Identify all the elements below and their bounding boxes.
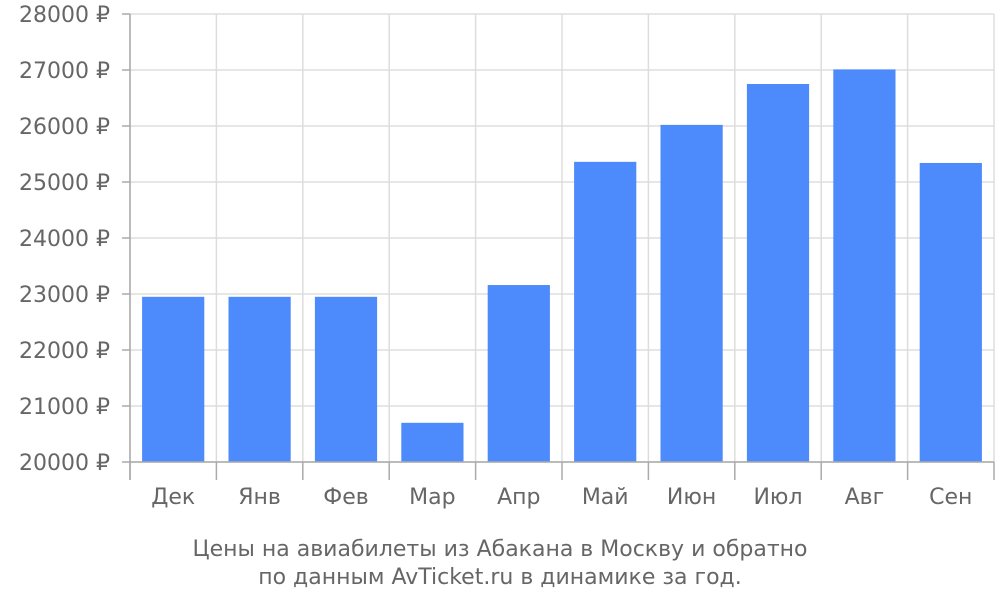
- bar-6: [574, 161, 637, 462]
- y-tick-labels: 20000 ₽ 21000 ₽ 22000 ₽ 23000 ₽ 24000 ₽ 25000…: [19, 3, 110, 476]
- x-tick-label: Авг: [845, 485, 885, 510]
- bar-1: [142, 296, 205, 462]
- bar-7: [660, 124, 723, 462]
- x-tick-label: Мар: [409, 485, 455, 510]
- bar-3: [314, 296, 378, 462]
- y-tick-label: 24000 ₽: [19, 227, 110, 252]
- x-tick-label: Дек: [151, 485, 195, 510]
- axes: [122, 13, 995, 480]
- y-tick-label: 27000 ₽: [19, 59, 110, 84]
- y-tick-label: 25000 ₽: [19, 171, 110, 196]
- x-tick-label: Сен: [929, 485, 972, 510]
- y-tick-label: 26000 ₽: [19, 115, 110, 140]
- bar-9: [833, 69, 896, 462]
- y-tick-label: 22000 ₽: [19, 339, 110, 364]
- x-tick-label: Май: [582, 485, 629, 510]
- y-tick-label: 28000 ₽: [19, 3, 110, 28]
- x-tick-label: Июн: [667, 485, 716, 510]
- y-tick-label: 23000 ₽: [19, 283, 110, 308]
- bar-2: [228, 296, 291, 462]
- y-tick-label: 21000 ₽: [19, 395, 110, 420]
- bar-8: [746, 84, 810, 462]
- y-tick-label: 20000 ₽: [19, 451, 110, 476]
- bar-4: [401, 422, 464, 462]
- x-tick-label: Фев: [323, 485, 368, 510]
- x-tick-labels: Дек Янв Фев Мар Апр Май Июн Июл Авг Сен: [151, 485, 972, 510]
- bars: [142, 69, 982, 462]
- x-tick-label: Янв: [238, 485, 281, 510]
- chart-caption-line-2: по данным AvTicket.ru в динамике за год.: [258, 565, 742, 590]
- x-tick-label: Апр: [497, 485, 540, 510]
- chart-caption-line-1: Цены на авиабилеты из Абакана в Москву и…: [193, 537, 808, 562]
- grid: [129, 13, 995, 463]
- x-tick-label: Июл: [753, 485, 802, 510]
- bar-10: [919, 162, 982, 462]
- bar-5: [487, 285, 550, 462]
